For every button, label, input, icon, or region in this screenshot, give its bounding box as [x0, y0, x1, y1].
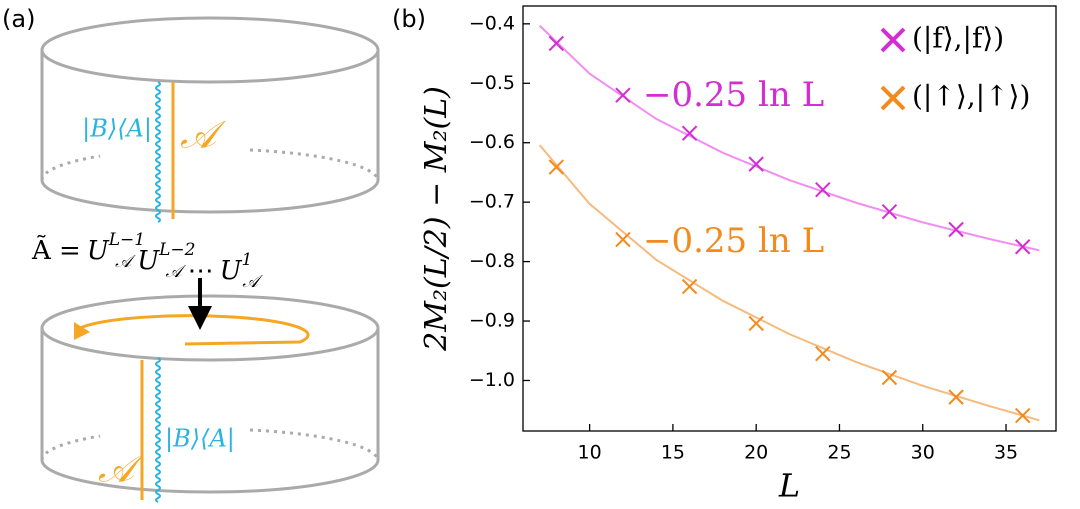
- point: [1014, 239, 1031, 255]
- point: [681, 125, 698, 141]
- cylinder-back: [40, 434, 101, 461]
- loop-arrow: [74, 322, 90, 340]
- panel-label: (a): [2, 5, 35, 33]
- marker-stroke: [681, 278, 698, 295]
- point: [881, 203, 898, 220]
- annotation: −0.25 ln L: [643, 75, 824, 115]
- marker-stroke: [815, 346, 831, 362]
- marker-stroke: [748, 156, 764, 172]
- cylinder-top: [40, 294, 380, 362]
- x-tick-label: 25: [827, 442, 851, 464]
- x-tick-label: 10: [578, 442, 602, 464]
- wavy-line: [155, 357, 161, 503]
- arrow-head: [188, 306, 212, 330]
- marker-stroke: [748, 315, 764, 332]
- point: [815, 181, 831, 198]
- cylinder-back: [40, 154, 101, 181]
- marker-stroke: [880, 85, 906, 111]
- equation: Ã = UL−1 𝒜 UL−2 𝒜 ⋯ U1 𝒜: [31, 230, 263, 292]
- y-tick-label: −0.8: [469, 250, 515, 272]
- x-tick-label: 35: [994, 442, 1018, 464]
- cylinder-back: [249, 428, 380, 461]
- point: [815, 346, 831, 362]
- eq-sup: L−1: [108, 230, 145, 250]
- marker-stroke: [681, 125, 698, 141]
- point: [615, 231, 631, 248]
- marker-stroke: [1014, 239, 1031, 255]
- eq-sub: 𝒜: [115, 252, 136, 272]
- eq-sup: L−2: [158, 240, 195, 260]
- panel-b: (b) 10 15 20 25 30 35 −0.4 −0.5 −0.6 −0.7 −0.8 −0.9 −…: [392, 5, 1057, 505]
- point: [748, 315, 764, 332]
- y-tick-label: −0.6: [469, 131, 515, 153]
- loop: [79, 314, 310, 346]
- marker-stroke: [548, 35, 565, 52]
- fit-line: [538, 144, 1040, 422]
- marker-stroke: [948, 389, 964, 405]
- marker-stroke: [815, 181, 831, 198]
- marker-stroke: [881, 369, 898, 386]
- plot-frame: [522, 5, 1057, 432]
- y-axis-label: 2M₂(L/2) − M₂(L): [419, 86, 454, 352]
- point: [948, 221, 964, 238]
- eq-dots: ⋯: [188, 256, 214, 286]
- state-label: |B⟩⟨A|: [82, 115, 152, 144]
- point: [615, 87, 631, 103]
- legend-label: (|↑⟩,|↑⟩): [912, 80, 1030, 113]
- point: [548, 159, 565, 175]
- y-tick-label: −0.4: [469, 12, 515, 34]
- y-tick-label: −0.7: [469, 191, 515, 213]
- state-label: |B⟩⟨A|: [165, 425, 235, 454]
- marker-stroke: [615, 87, 631, 103]
- point: [681, 278, 698, 295]
- y-tick-label: −0.9: [469, 310, 515, 332]
- eq-base: U: [220, 256, 243, 286]
- cylinder-back: [249, 148, 380, 181]
- panel-a: [40, 16, 380, 503]
- legend-marker: [880, 85, 906, 111]
- cylinder-bottom: [40, 179, 380, 214]
- x-tick-label: 15: [661, 442, 685, 464]
- x-tick-label: 30: [911, 442, 935, 464]
- panel-label: (b): [392, 5, 426, 33]
- x-axis-label: L: [778, 467, 800, 505]
- y-tick-label: −0.5: [469, 72, 515, 94]
- eq-base: U: [87, 236, 110, 266]
- eq-sub: 𝒜: [242, 272, 263, 292]
- wavy-line: [155, 81, 161, 223]
- cylinder-top: [40, 16, 380, 84]
- legend-label: (|f⟩,|f⟩): [912, 22, 1004, 55]
- x-tick-label: 20: [744, 442, 768, 464]
- marker-stroke: [880, 27, 906, 53]
- region-label: 𝒜: [98, 447, 145, 491]
- marker-stroke: [1014, 407, 1031, 424]
- point: [548, 35, 565, 52]
- point: [1014, 407, 1031, 424]
- marker-stroke: [948, 221, 964, 238]
- eq-sup: 1: [242, 250, 253, 270]
- marker-stroke: [615, 231, 631, 248]
- eq-sub: 𝒜: [165, 262, 186, 282]
- legend-marker: [880, 27, 906, 53]
- y-tick-label: −1.0: [469, 369, 515, 391]
- point: [748, 156, 764, 172]
- marker-stroke: [881, 203, 898, 220]
- marker-stroke: [548, 159, 565, 175]
- fit-line: [538, 24, 1040, 252]
- region-label: 𝒜: [180, 113, 227, 157]
- point: [881, 369, 898, 386]
- eq-base: U: [137, 246, 160, 276]
- point: [948, 389, 964, 405]
- annotation: −0.25 ln L: [643, 221, 824, 261]
- eq-lhs: Ã =: [31, 234, 81, 266]
- cylinder-bottom: [40, 459, 380, 494]
